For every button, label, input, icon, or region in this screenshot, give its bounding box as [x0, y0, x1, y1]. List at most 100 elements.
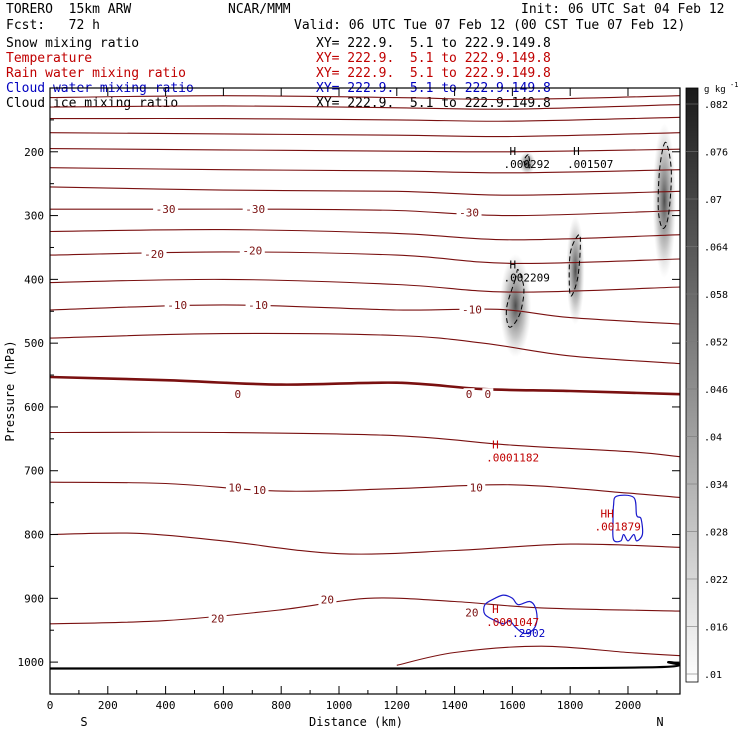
- north-label: N: [656, 715, 663, 729]
- colorbar-tick-label: .076: [704, 148, 728, 159]
- snow-contour: [568, 234, 581, 297]
- x-tick-label: 2000: [615, 699, 642, 712]
- temperature-label: -10: [248, 299, 268, 312]
- y-tick-label: 700: [24, 465, 44, 478]
- temperature-label-bg: [242, 203, 268, 216]
- x-tick-label: 200: [98, 699, 118, 712]
- temperature-label: -20: [242, 245, 262, 258]
- extremum-value: .0001182: [486, 451, 539, 464]
- temperature-label-bg: [250, 483, 269, 496]
- temperature-label: -30: [459, 206, 479, 219]
- colorbar-tick-label: .052: [704, 338, 728, 349]
- temperature-label: -10: [462, 303, 482, 316]
- temperature-contour: [49, 148, 681, 153]
- x-tick-label: 600: [213, 699, 233, 712]
- extremum-value: .2902: [512, 627, 545, 640]
- field-name-temperature: Temperature: [6, 51, 93, 66]
- field-xy-snow: XY= 222.9. 5.1 to 222.9.149.8: [316, 36, 551, 51]
- temperature-label-bg: [153, 203, 179, 216]
- temperature-label: -20: [144, 248, 164, 261]
- colorbar-tick-label: .01: [704, 670, 722, 681]
- extremum-symbol: H: [492, 438, 499, 451]
- extremum-value: .001507: [567, 158, 613, 171]
- south-label: S: [80, 715, 87, 729]
- extremum-value: .002209: [503, 272, 549, 285]
- colorbar-tick-label: .016: [704, 623, 728, 634]
- extremum-value: .001879: [595, 520, 641, 533]
- extremum-symbol: H: [573, 145, 580, 158]
- extremum-symbol: H: [509, 145, 516, 158]
- temperature-label-bg: [208, 612, 227, 625]
- y-tick-label: 500: [24, 337, 44, 350]
- colorbar-tick-label: .034: [704, 480, 728, 491]
- temperature-label: 0: [485, 388, 492, 401]
- temperature-label-bg: [225, 481, 244, 494]
- colorbar: [685, 87, 699, 683]
- temperature-label: -10: [167, 299, 187, 312]
- plot-frame: [49, 87, 681, 695]
- temperature-label-bg: [459, 303, 485, 316]
- temperature-contour: [49, 278, 681, 293]
- temperature-contour: [49, 186, 681, 196]
- center-title: NCAR/MMM: [228, 2, 291, 17]
- model-title: TORERO 15km ARW: [6, 2, 132, 17]
- field-xy-rain: XY= 222.9. 5.1 to 222.9.149.8: [316, 66, 551, 81]
- temperature-contour: [49, 104, 681, 110]
- x-tick-label: 1200: [384, 699, 411, 712]
- temperature-label-bg: [232, 388, 244, 401]
- y-axis-label: Pressure (hPa): [3, 340, 17, 441]
- y-tick-label: 300: [24, 210, 44, 223]
- snow-contour: [657, 141, 672, 229]
- colorbar-tick-label: .028: [704, 528, 728, 539]
- y-tick-label: 900: [24, 592, 44, 605]
- y-tick-label: 400: [24, 273, 44, 286]
- field-name-snow: Snow mixing ratio: [6, 36, 140, 51]
- snow-shading: [566, 215, 585, 325]
- x-tick-label: 1600: [499, 699, 526, 712]
- temperature-label-bg: [239, 244, 265, 257]
- colorbar-unit: g kg: [704, 85, 726, 95]
- temperature-contour: [49, 431, 681, 458]
- extremum-value: .0001047: [486, 616, 539, 629]
- temperature-contour: [50, 208, 681, 217]
- x-tick-label: 1800: [557, 699, 584, 712]
- temperature-contour: [49, 167, 681, 174]
- extremum-symbol: HH: [601, 507, 614, 520]
- colorbar-tick-label: .04: [704, 433, 722, 444]
- temperature-label-bg: [164, 298, 190, 311]
- temperature-label: 10: [228, 481, 241, 494]
- x-tick-label: 0: [47, 699, 54, 712]
- temperature-contour: [49, 532, 681, 555]
- x-axis-label: Distance (km): [309, 715, 403, 729]
- field-name-rain: Rain water mixing ratio: [6, 66, 187, 81]
- temperature-label: 20: [211, 613, 224, 626]
- temperature-label: -30: [156, 203, 176, 216]
- temperature-label: 20: [465, 606, 478, 619]
- temperature-label: -30: [245, 203, 265, 216]
- temperature-label-bg: [456, 206, 482, 219]
- temperature-contour: [49, 132, 681, 138]
- temperature-contour: [49, 481, 681, 499]
- temperature-label: 10: [470, 481, 483, 494]
- extremum-symbol: H: [509, 259, 516, 272]
- y-tick-label: 800: [24, 529, 44, 542]
- valid-time: Valid: 06 UTC Tue 07 Feb 12 (00 CST Tue …: [294, 18, 686, 33]
- snow-contour: [523, 154, 531, 169]
- y-tick-label: 200: [24, 146, 44, 159]
- temperature-label: 20: [321, 594, 334, 607]
- temperature-label: 0: [235, 388, 242, 401]
- temperature-label-bg: [463, 388, 475, 401]
- x-tick-label: 400: [156, 699, 176, 712]
- temperature-contour: [49, 95, 681, 101]
- temperature-label-bg: [245, 298, 271, 311]
- ground-surface: [50, 660, 681, 670]
- temperature-contour: [49, 116, 681, 122]
- y-tick-label: 600: [24, 401, 44, 414]
- snow-shading: [499, 254, 532, 358]
- init-time: Init: 06 UTC Sat 04 Feb 12: [521, 2, 725, 17]
- colorbar-tick-label: .082: [704, 100, 728, 111]
- temperature-label: 0: [466, 388, 473, 401]
- temperature-label: 10: [253, 484, 266, 497]
- temperature-label-bg: [482, 388, 494, 401]
